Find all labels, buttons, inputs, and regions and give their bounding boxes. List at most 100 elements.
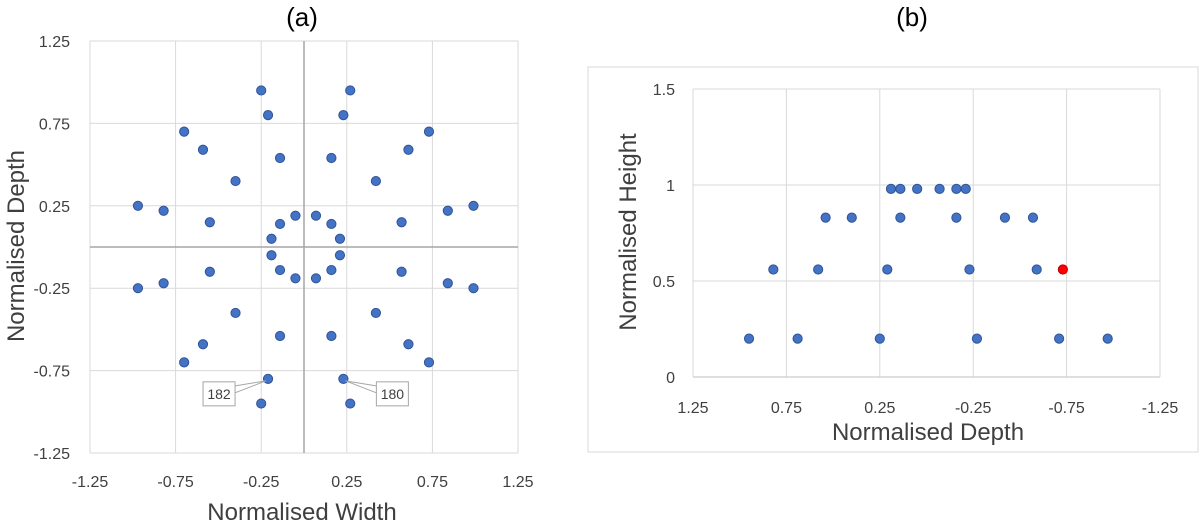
chart-b-x-axis-title: Normalised Depth	[832, 419, 1024, 446]
chart-b-point	[820, 212, 831, 223]
chart-a-point	[403, 339, 414, 350]
chart-b-point	[768, 264, 779, 275]
chart-a-point	[230, 307, 241, 319]
chart-a-point	[266, 233, 277, 244]
chart-b-point	[895, 212, 906, 223]
chart-a-point	[370, 175, 382, 187]
chart-a-point	[230, 175, 241, 187]
chart-b-point	[1027, 212, 1039, 223]
chart-a-point	[266, 250, 277, 261]
chart-a-point	[256, 85, 267, 96]
chart-b-x-tick-label: -0.75	[1048, 400, 1085, 417]
chart-a-point	[423, 126, 435, 137]
chart-b-points	[743, 183, 1113, 344]
chart-b-y-tick-label: 0	[666, 370, 675, 387]
chart-a-point	[274, 330, 286, 342]
chart-a-point	[345, 398, 356, 409]
chart-a-point	[256, 398, 267, 409]
chart-a-y-tick-label: -1.25	[34, 446, 71, 463]
chart-a-point	[204, 266, 215, 277]
chart-a-point	[204, 217, 215, 228]
chart-b-x-ticks: 1.25 0.75 0.25 -0.25 -0.75 -1.25	[677, 400, 1178, 417]
chart-b-point	[743, 333, 755, 344]
chart-a-point	[338, 373, 349, 384]
chart-b-x-tick-label: -1.25	[1142, 400, 1179, 417]
chart-a-point	[403, 144, 414, 155]
chart-a-y-ticks: 1.25 0.75 0.25 -0.25 -0.75 -1.25	[34, 34, 71, 463]
chart-a-point	[262, 110, 274, 121]
scatter-chart-b: (b) 1.25 0.75 0.25 -0.25 -0.75 -1.25 1.5 1 0.5 0…	[587, 2, 1199, 453]
chart-a-point	[179, 126, 190, 137]
chart-a-point	[326, 218, 337, 230]
chart-a-point	[468, 283, 479, 294]
chart-a-point	[345, 85, 356, 96]
chart-a-x-tick-label: 1.25	[502, 474, 533, 491]
scatter-chart-a: (a) -1.25 -0.75 -0.25 0.25 0.75 1.25 1.25 0.75…	[3, 2, 534, 524]
chart-a-callouts: 182 180	[202, 380, 409, 407]
chart-a-x-tick-label: -1.25	[72, 474, 109, 491]
callout-pointer	[345, 380, 377, 394]
chart-b-point	[999, 212, 1011, 223]
callout-label: 182	[207, 386, 231, 402]
chart-b-point	[1031, 264, 1042, 275]
chart-a-point	[442, 278, 453, 289]
chart-a-y-tick-label: -0.25	[34, 281, 71, 298]
chart-a-y-axis-title: Normalised Depth	[3, 150, 30, 342]
chart-a-point	[132, 283, 144, 294]
callout-label: 180	[381, 386, 405, 402]
chart-b-point	[1054, 333, 1065, 344]
chart-a-point	[179, 357, 190, 368]
callout-box	[202, 381, 236, 407]
chart-b-title: (b)	[896, 2, 928, 32]
chart-a-x-tick-label: 0.75	[417, 474, 448, 491]
chart-a-point	[334, 233, 346, 244]
chart-a-point	[326, 152, 337, 164]
callout-box	[375, 381, 409, 407]
chart-b-point	[971, 333, 983, 344]
chart-b-point	[951, 183, 962, 194]
chart-b-point	[792, 333, 803, 344]
chart-a-point	[334, 250, 346, 261]
chart-a-point	[396, 217, 407, 228]
chart-b-x-tick-label: 0.25	[864, 400, 895, 417]
chart-b-point	[934, 183, 945, 194]
chart-b-point	[964, 264, 975, 275]
chart-b-gridlines	[692, 88, 1161, 378]
chart-b-point	[895, 183, 906, 194]
chart-a-point	[274, 218, 286, 230]
chart-b-y-tick-label: 0.5	[653, 274, 675, 291]
chart-a-point	[274, 152, 286, 164]
chart-b-point	[882, 264, 893, 275]
chart-b-x-tick-label: 1.25	[677, 400, 708, 417]
chart-b-y-tick-label: 1	[666, 178, 675, 195]
chart-a-point	[370, 307, 382, 319]
chart-a-point	[262, 373, 274, 384]
chart-b-frame	[587, 66, 1199, 453]
chart-b-y-tick-label: 1.5	[653, 82, 675, 99]
chart-a-point	[442, 205, 453, 216]
chart-a-title: (a)	[286, 2, 318, 32]
chart-a-x-tick-label: -0.25	[243, 474, 280, 491]
chart-b-point	[846, 212, 857, 223]
chart-a-axes	[90, 41, 518, 453]
chart-b-y-ticks: 1.5 1 0.5 0	[653, 82, 675, 387]
chart-a-point	[326, 264, 337, 276]
chart-a-x-tick-label: 0.25	[331, 474, 362, 491]
chart-b-point	[951, 212, 962, 223]
chart-a-points	[132, 85, 479, 409]
chart-a-point	[197, 339, 209, 350]
chart-a-callout: 180	[345, 380, 409, 407]
chart-a-point	[274, 264, 286, 276]
chart-b-point	[1102, 333, 1113, 344]
chart-a-point	[423, 357, 435, 368]
chart-a-point	[326, 330, 337, 342]
chart-a-x-axis-title: Normalised Width	[207, 499, 396, 524]
chart-a-y-tick-label: -0.75	[34, 364, 71, 381]
chart-b-point	[912, 183, 923, 194]
callout-pointer	[234, 380, 267, 394]
chart-b-highlighted-point	[1057, 264, 1068, 275]
chart-a-point	[310, 210, 322, 221]
chart-a-point	[396, 266, 407, 277]
chart-a-callout: 182	[202, 380, 267, 407]
